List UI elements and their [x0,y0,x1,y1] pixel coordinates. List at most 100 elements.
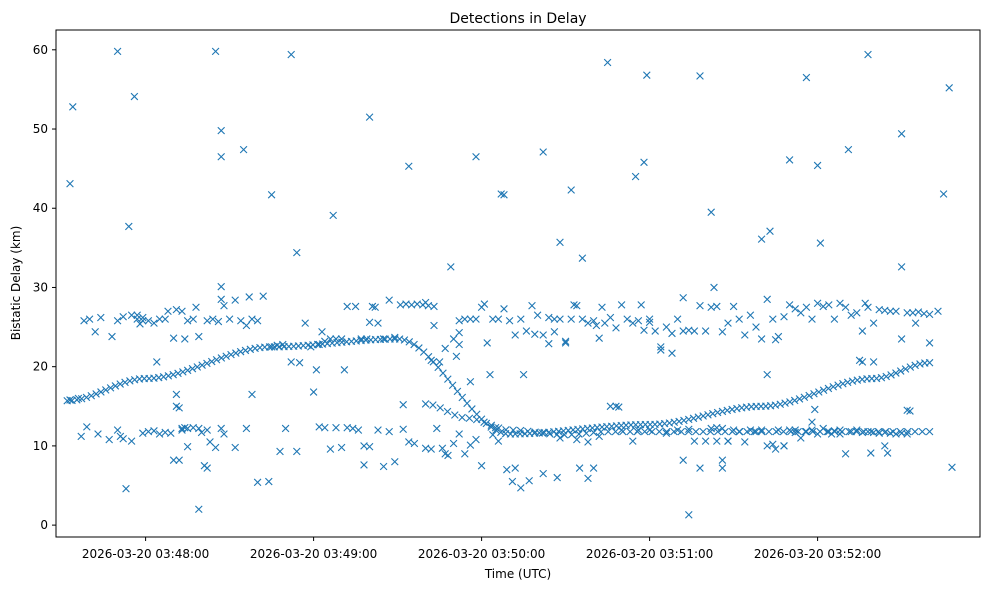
data-point [584,319,592,327]
data-point [752,427,760,436]
data-point [903,406,911,415]
data-point [307,343,315,351]
data-point [183,316,192,325]
data-point [487,421,496,430]
data-point [441,344,449,353]
data-point [443,407,452,416]
data-point [139,313,147,322]
data-point [718,328,727,336]
y-tick-label: 30 [33,280,48,294]
data-point [101,386,110,394]
data-point [785,426,794,434]
data-point [839,379,847,388]
data-point [634,316,643,325]
data-point [612,402,620,411]
data-point [713,437,721,445]
data-point [769,440,777,449]
data-point [561,337,570,346]
data-point [819,386,828,394]
data-point [511,331,519,339]
data-point [236,347,245,356]
data-point [640,427,649,436]
data-point [561,339,570,347]
data-point [538,429,547,437]
data-point [458,413,466,422]
data-point [399,400,407,409]
data-point [480,300,489,308]
data-point [704,411,712,419]
data-point [144,316,153,325]
data-point [126,377,134,385]
data-point [710,283,718,292]
data-point [808,427,817,436]
data-point [573,301,581,310]
data-point [813,299,822,308]
data-point [925,339,934,347]
data-point [405,162,413,171]
data-point [750,427,759,436]
data-point [662,323,671,331]
data-point [203,426,211,434]
data-point [776,400,785,409]
data-point [287,358,295,366]
data-point [429,401,437,409]
data-point [699,412,707,420]
data-point [679,456,687,464]
data-point [222,352,230,361]
data-point [77,432,85,441]
data-point [769,315,777,323]
data-point [701,327,710,335]
data-point [765,427,773,436]
data-point [155,315,164,323]
data-point [843,378,852,387]
data-point [253,316,262,325]
data-point [668,349,676,358]
data-point [318,328,326,336]
data-point [897,263,906,271]
data-point [819,302,827,311]
data-point [729,426,738,434]
data-point [279,340,287,349]
data-point [623,315,631,323]
x-tick-label: 2026-03-20 03:50:00 [418,547,545,561]
data-point [82,393,91,402]
data-point [567,315,575,323]
data-point [391,333,399,342]
chart-title: Detections in Delay [449,11,586,27]
data-point [903,309,911,317]
data-point [511,464,519,472]
y-tick-label: 50 [33,122,48,136]
data-point [127,437,136,445]
data-point [651,327,659,335]
data-point [312,366,321,374]
data-point [785,301,794,309]
data-point [365,442,374,451]
data-point [584,474,592,483]
data-point [707,208,715,216]
data-point [679,293,687,302]
data-point [150,319,158,327]
data-point [111,382,120,390]
data-point [267,190,276,199]
data-point [494,424,503,432]
data-point [595,432,603,441]
data-point [864,50,872,59]
data-point [455,430,463,438]
data-point [713,408,722,417]
data-point [119,312,127,321]
data-point [122,484,130,493]
data-point [108,332,116,341]
data-point [615,403,623,411]
data-point [847,311,855,319]
data-point [231,296,239,304]
data-point [483,339,491,347]
data-point [174,369,182,378]
data-point [365,318,374,327]
data-point [539,148,547,156]
data-point [592,321,601,330]
data-point [545,313,553,322]
data-point [757,335,766,343]
data-point [169,370,177,379]
data-point [217,282,225,291]
data-point [113,316,122,325]
